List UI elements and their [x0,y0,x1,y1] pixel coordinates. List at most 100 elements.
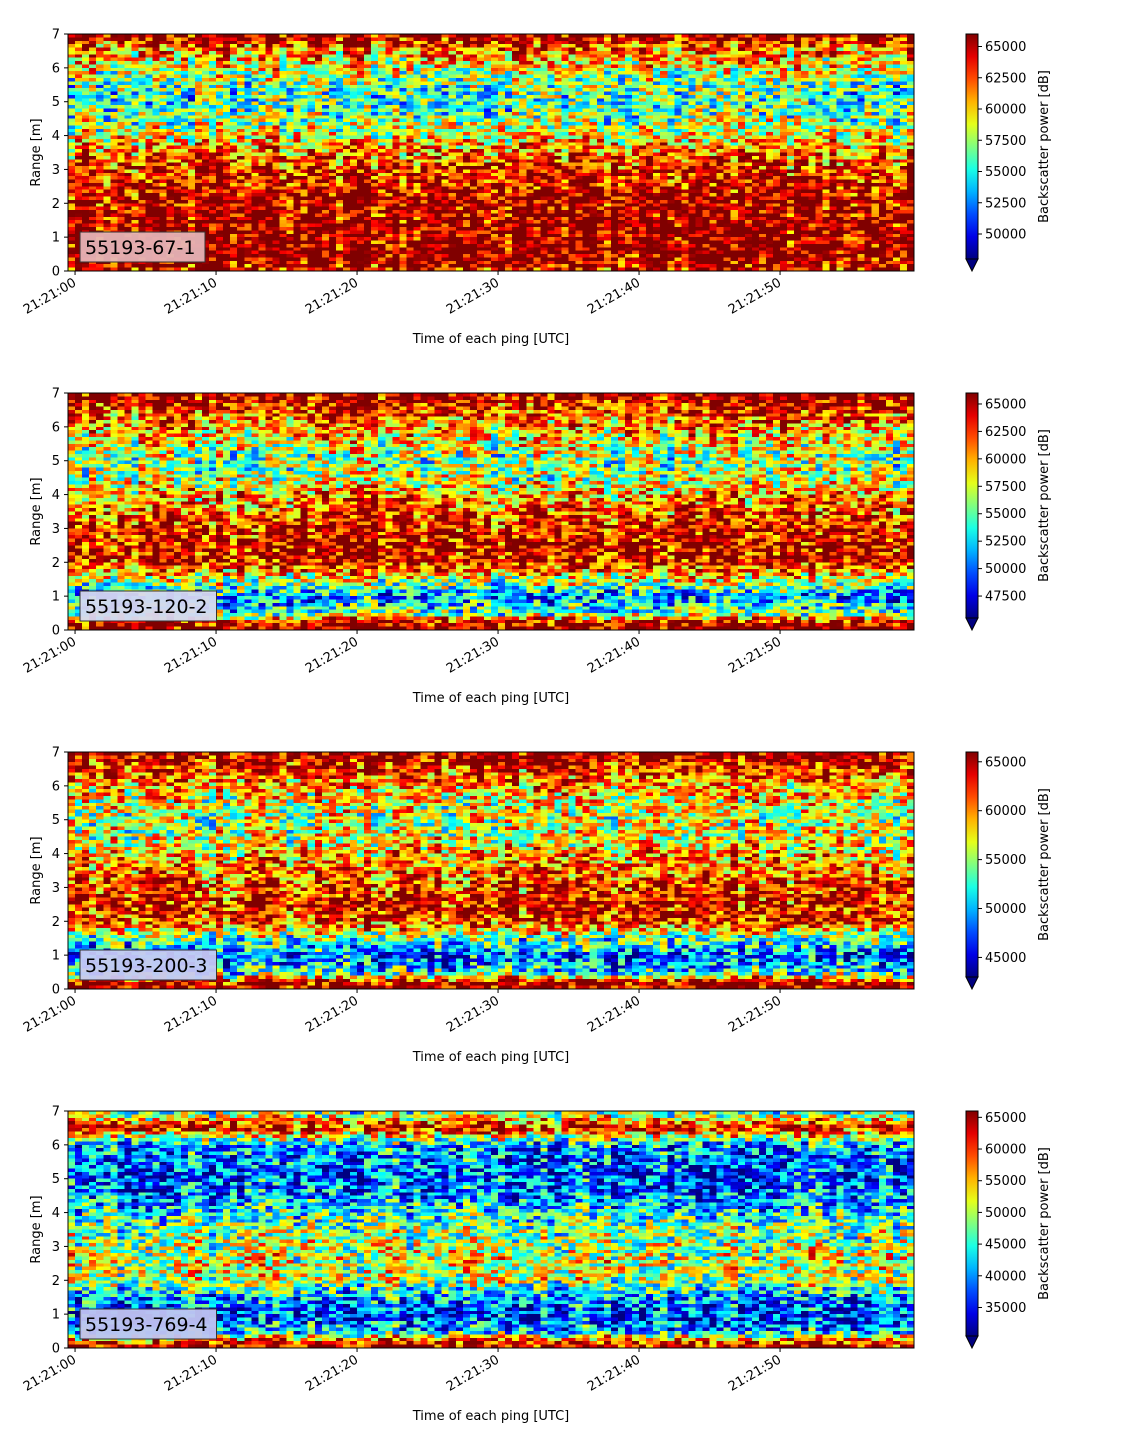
colorbar-tick-label: 60000 [985,452,1026,467]
x-tick-label: 21:21:10 [162,634,220,676]
colorbar-extend-arrow [965,258,979,273]
colorbar-tick-label: 45000 [985,951,1026,966]
y-tick-label: 7 [52,1105,60,1120]
colorbar-extend-arrow [965,617,979,632]
colorbar-tick-label: 60000 [985,1143,1026,1158]
colorbar-tick-label: 55000 [985,853,1026,868]
y-tick-label: 3 [52,881,60,896]
y-tick-label: 2 [52,197,60,212]
colorbar-tick-label: 45000 [985,1238,1026,1253]
colorbar-tick-label: 55000 [985,507,1026,522]
x-axis-label: Time of each ping [UTC] [412,1409,570,1424]
y-tick-label: 7 [52,746,60,761]
y-axis-label: Range [m] [29,836,44,904]
y-tick-label: 3 [52,163,60,178]
y-axis-label: Range [m] [29,1195,44,1263]
x-tick-label: 21:21:40 [585,1352,643,1394]
x-tick-label: 21:21:30 [444,634,502,676]
y-tick-label: 6 [52,1138,60,1153]
panel-3: 0 1 2 3 4 5 6 7 21:21:00 21:21:10 21:21:20 21:21:30… [21,746,1052,1066]
x-tick-label: 21:21:00 [21,634,79,676]
colorbar-tick-label: 50000 [985,562,1026,577]
x-tick-label: 21:21:30 [444,993,502,1035]
x-tick-label: 21:21:10 [162,1352,220,1394]
colorbar-extend-arrow [965,1335,979,1350]
y-tick-label: 7 [52,28,60,43]
y-tick-label: 2 [52,556,60,571]
colorbar-tick-label: 60000 [985,804,1026,819]
colorbar [965,1110,979,1337]
y-tick-label: 0 [52,265,60,280]
y-tick-label: 3 [52,1240,60,1255]
y-tick-label: 4 [52,847,60,862]
colorbar-tick-label: 50000 [985,228,1026,243]
x-tick-label: 21:21:50 [726,275,784,317]
y-axis-label: Range [m] [29,477,44,545]
y-tick-label: 1 [52,1308,60,1323]
panel-label: 55193-67-1 [85,237,195,259]
y-tick-label: 0 [52,1342,60,1357]
panel-4: 0 1 2 3 4 5 6 7 21:21:00 21:21:10 21:21:20 21:21:30… [21,1105,1052,1425]
axes-frame [67,33,915,272]
colorbar [965,33,979,260]
colorbar-tick-label: 60000 [985,103,1026,118]
panel-label-box [79,590,217,622]
x-tick-label: 21:21:30 [444,275,502,317]
x-tick-label: 21:21:40 [585,993,643,1035]
y-tick-label: 2 [52,1274,60,1289]
panel-label: 55193-120-2 [85,596,208,618]
y-tick-label: 0 [52,624,60,639]
x-tick-label: 21:21:30 [444,1352,502,1394]
axes-frame [67,751,915,990]
y-tick-label: 4 [52,1206,60,1221]
panel-2: 0 1 2 3 4 5 6 7 21:21:00 21:21:10 21:21:20 21:21:30… [21,387,1052,707]
colorbar-tick-label: 57500 [985,134,1026,149]
colorbar-label: Backscatter power [dB] [1037,70,1052,223]
y-tick-label: 1 [52,231,60,246]
y-tick-label: 3 [52,522,60,537]
colorbar-label: Backscatter power [dB] [1037,788,1052,941]
x-tick-label: 21:21:50 [726,634,784,676]
y-tick-label: 1 [52,949,60,964]
y-tick-label: 6 [52,61,60,76]
colorbar-label: Backscatter power [dB] [1037,429,1052,582]
y-axis-label: Range [m] [29,118,44,186]
x-tick-label: 21:21:20 [303,634,361,676]
panel-label-box [79,1308,217,1340]
colorbar-tick-label: 62500 [985,425,1026,440]
x-tick-label: 21:21:20 [303,1352,361,1394]
y-tick-label: 6 [52,779,60,794]
colorbar-tick-label: 55000 [985,165,1026,180]
y-tick-label: 0 [52,983,60,998]
x-tick-label: 21:21:50 [726,1352,784,1394]
x-tick-label: 21:21:00 [21,993,79,1035]
panel-label: 55193-769-4 [85,1314,208,1336]
y-tick-label: 5 [52,1172,60,1187]
x-tick-label: 21:21:10 [162,993,220,1035]
x-axis-label: Time of each ping [UTC] [412,1050,570,1065]
y-tick-label: 5 [52,95,60,110]
colorbar-tick-label: 40000 [985,1269,1026,1284]
colorbar-tick-label: 65000 [985,755,1026,770]
y-tick-label: 2 [52,915,60,930]
colorbar-tick-label: 62500 [985,71,1026,86]
colorbar-tick-label: 65000 [985,40,1026,55]
panel-label-box [79,231,206,263]
colorbar-tick-label: 57500 [985,480,1026,495]
y-tick-label: 4 [52,129,60,144]
colorbar-tick-label: 50000 [985,902,1026,917]
x-tick-label: 21:21:00 [21,1352,79,1394]
colorbar-tick-label: 55000 [985,1174,1026,1189]
x-axis-label: Time of each ping [UTC] [412,691,570,706]
colorbar-tick-label: 50000 [985,1206,1026,1221]
x-tick-label: 21:21:50 [726,993,784,1035]
y-tick-label: 5 [52,454,60,469]
x-axis-label: Time of each ping [UTC] [412,332,570,347]
colorbar-extend-arrow [965,976,979,991]
colorbar-tick-label: 52500 [985,535,1026,550]
axes-frame [67,392,915,631]
panel-label: 55193-200-3 [85,955,208,977]
axes-frame [67,1110,915,1349]
colorbar-tick-label: 35000 [985,1301,1026,1316]
